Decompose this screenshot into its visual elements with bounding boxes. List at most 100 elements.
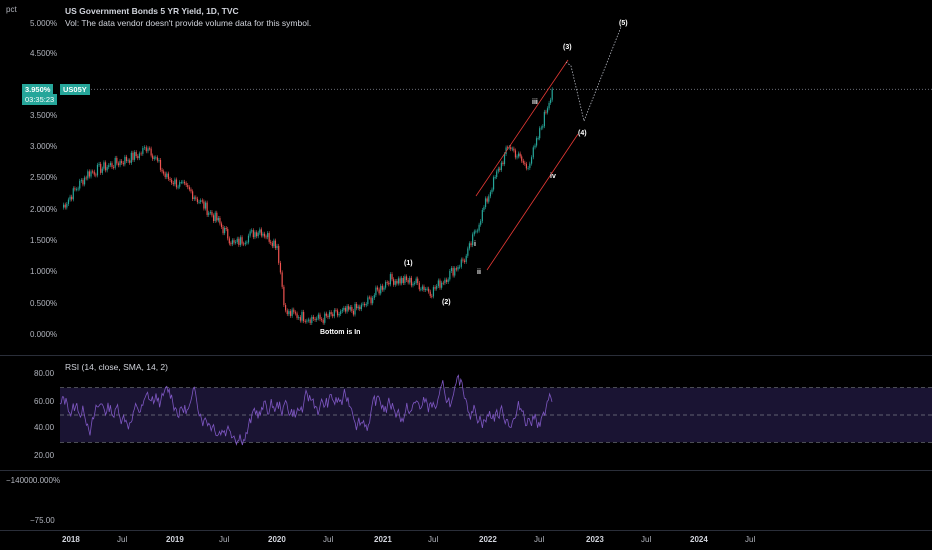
price-candle [365,304,367,306]
price-candle [116,157,118,164]
pane-divider[interactable] [0,470,932,471]
price-candle [225,227,227,230]
price-candle [343,307,345,310]
price-candle [75,189,78,191]
price-candle [127,160,129,162]
price-candle [147,148,149,152]
price-candle [156,157,158,161]
price-candle [238,238,240,245]
symbol-tag: US05Y [60,84,90,95]
price-candle [397,278,400,284]
price-candle [217,218,219,221]
price-candle [322,319,324,323]
price-tick-label: 2.500% [30,173,58,182]
price-candle [327,315,329,318]
price-candle [159,159,162,170]
price-candle [196,198,199,203]
price-candle [401,277,403,284]
price-candle [249,231,251,236]
price-candle [316,318,318,320]
price-candle [545,111,547,113]
price-candle [145,147,147,152]
price-candle [236,238,238,243]
wave-i-label: i [474,241,476,248]
price-candle [356,304,358,309]
price-candle [198,201,200,203]
price-candle [494,177,496,178]
price-candle [187,184,189,188]
price-candle [92,171,94,173]
bottom-annotation: Bottom is In [320,329,360,336]
price-candle [243,243,245,245]
price-candle [481,210,483,222]
time-tick-label: 2018 [62,535,80,544]
price-candle [166,173,168,178]
price-candle [125,156,128,161]
price-candle [459,266,461,268]
price-candle [257,232,259,237]
price-candle [244,242,246,245]
price-candle [539,128,541,139]
price-candle [445,279,448,283]
price-candle [478,224,480,231]
price-candle [420,289,422,291]
price-candle [434,287,436,289]
price-tick-label: 1.500% [30,236,58,245]
price-candle [391,274,393,280]
pane-divider[interactable] [0,355,932,356]
price-tick-label: 2.000% [30,205,58,214]
price-candle [522,160,524,163]
wave-iv-label: iv [550,173,556,180]
price-candle [140,153,142,155]
price-candle [442,282,444,284]
price-candle [410,277,412,286]
price-candle [405,276,408,281]
price-candle [503,153,506,165]
price-candle [100,163,102,173]
price-candle [180,182,182,183]
price-candle [312,316,315,319]
price-candle [394,281,396,285]
price-candle [431,295,433,297]
price-candle [212,215,215,222]
price-candle [546,108,549,113]
price-candle [332,314,334,317]
price-candle [421,286,424,290]
price-candle [320,319,323,320]
price-candle [534,145,536,148]
price-candle [399,278,401,284]
price-candle [307,319,310,321]
price-candle [224,227,226,234]
price-candle [359,306,361,310]
price-candle [90,171,92,177]
rsi-title[interactable]: RSI (14, close, SMA, 14, 2) [65,362,168,372]
price-candle [548,102,550,109]
price-candle [83,177,86,185]
price-candle [514,150,517,158]
price-tick-label: 0.500% [30,299,58,308]
price-candle [507,147,509,149]
price-candle [454,268,456,276]
price-candle [364,303,366,306]
price-candle [101,168,103,173]
price-candle [537,138,539,140]
channel-lower-line [486,133,579,271]
price-candle [64,204,66,208]
time-tick-label: Jul [641,535,652,544]
rsi-tick-label: 60.00 [34,397,55,406]
price-candle [150,148,152,156]
price-candle [66,203,68,208]
price-candle [341,309,343,312]
price-candle [203,201,205,209]
price-candle [362,303,364,305]
price-candle [484,198,487,208]
price-candle [437,280,439,286]
price-candle [336,310,339,316]
price-candle [103,162,105,169]
price-candle [164,173,166,178]
price-candle [208,212,210,215]
price-candle [177,186,179,188]
price-candle [383,287,385,290]
time-tick-label: Jul [534,535,545,544]
